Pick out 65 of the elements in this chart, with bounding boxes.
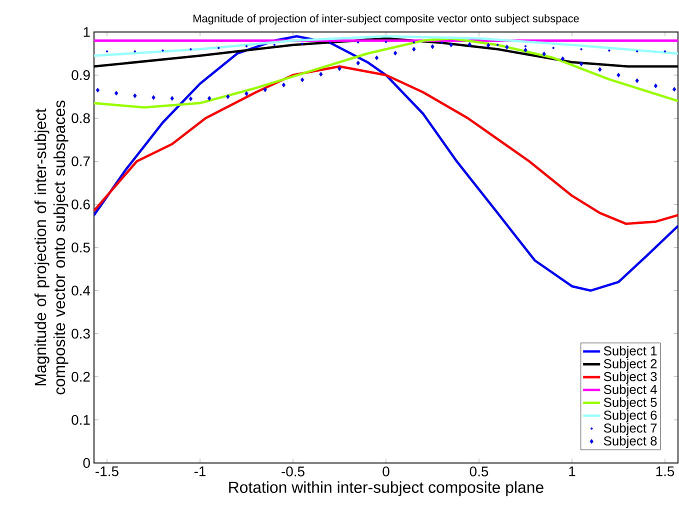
y-tick-label: 0.5	[72, 242, 90, 252]
x-tick-label: 0	[382, 466, 390, 476]
point	[468, 42, 472, 47]
point	[654, 83, 658, 88]
point	[579, 61, 584, 66]
y-tick-label: 0	[83, 458, 90, 468]
point	[300, 77, 304, 82]
y-tick-label: 0.4	[72, 286, 90, 296]
legend-label: Subject 2	[604, 358, 657, 371]
legend-label: Subject 6	[604, 410, 657, 422]
y-tick-label: 0.6	[72, 199, 90, 210]
legend-label: Subject 1	[604, 346, 657, 358]
x-tick-label: -1.5	[96, 466, 118, 476]
x-axis-title: Rotation within inter-subject composite plane	[229, 481, 544, 496]
point	[486, 42, 490, 48]
x-tick-label: 1	[569, 466, 576, 476]
x-tick-label: -1	[194, 466, 206, 476]
y-tick-label: 1	[84, 27, 90, 37]
legend-label: Subject 5	[604, 397, 657, 410]
legend-label: Subject 8	[604, 436, 657, 448]
point	[542, 52, 546, 56]
point	[672, 86, 676, 92]
legend-label: Subject 3	[604, 372, 657, 384]
point	[282, 82, 286, 88]
point	[188, 96, 193, 102]
y-tick-label: 0.2	[72, 372, 90, 382]
line-series	[94, 37, 678, 109]
point	[338, 66, 342, 72]
y-axis-title: Magnitude of projection of inter-subject composite vector onto subject subspaces	[34, 100, 68, 394]
x-tick-label: 1.5	[656, 466, 674, 476]
point	[319, 72, 323, 77]
legend-label: Subject 4	[604, 384, 657, 397]
point	[616, 72, 620, 78]
y-tick-label: 0.8	[72, 113, 90, 124]
point	[114, 90, 118, 96]
point	[449, 42, 453, 48]
y-tick-label: 0.7	[72, 156, 90, 166]
point	[430, 44, 434, 50]
point	[560, 56, 565, 62]
line-series	[94, 35, 678, 292]
point	[393, 50, 398, 56]
point	[96, 88, 100, 93]
legend-label: Subject 7	[604, 423, 657, 436]
point	[226, 94, 230, 100]
point	[374, 55, 379, 60]
point	[356, 60, 360, 66]
line-series	[94, 65, 678, 225]
point	[133, 93, 137, 98]
y-tick-label: 0.1	[72, 414, 90, 425]
point	[152, 95, 156, 100]
point	[524, 48, 528, 52]
point	[263, 87, 267, 92]
point	[505, 44, 509, 50]
y-tick-label: 0.3	[72, 328, 90, 339]
point	[207, 96, 212, 101]
point	[635, 78, 639, 84]
x-tick-label: -0.5	[282, 466, 304, 476]
y-tick-label: 0.9	[72, 70, 90, 80]
point	[170, 96, 174, 101]
chart-title: Magnitude of projection of inter-subject composite vector onto subject subspace	[194, 14, 579, 24]
line-series	[94, 35, 678, 57]
point	[412, 46, 416, 52]
point	[598, 67, 602, 72]
point	[244, 91, 248, 96]
x-tick-label: 0.5	[470, 466, 488, 476]
